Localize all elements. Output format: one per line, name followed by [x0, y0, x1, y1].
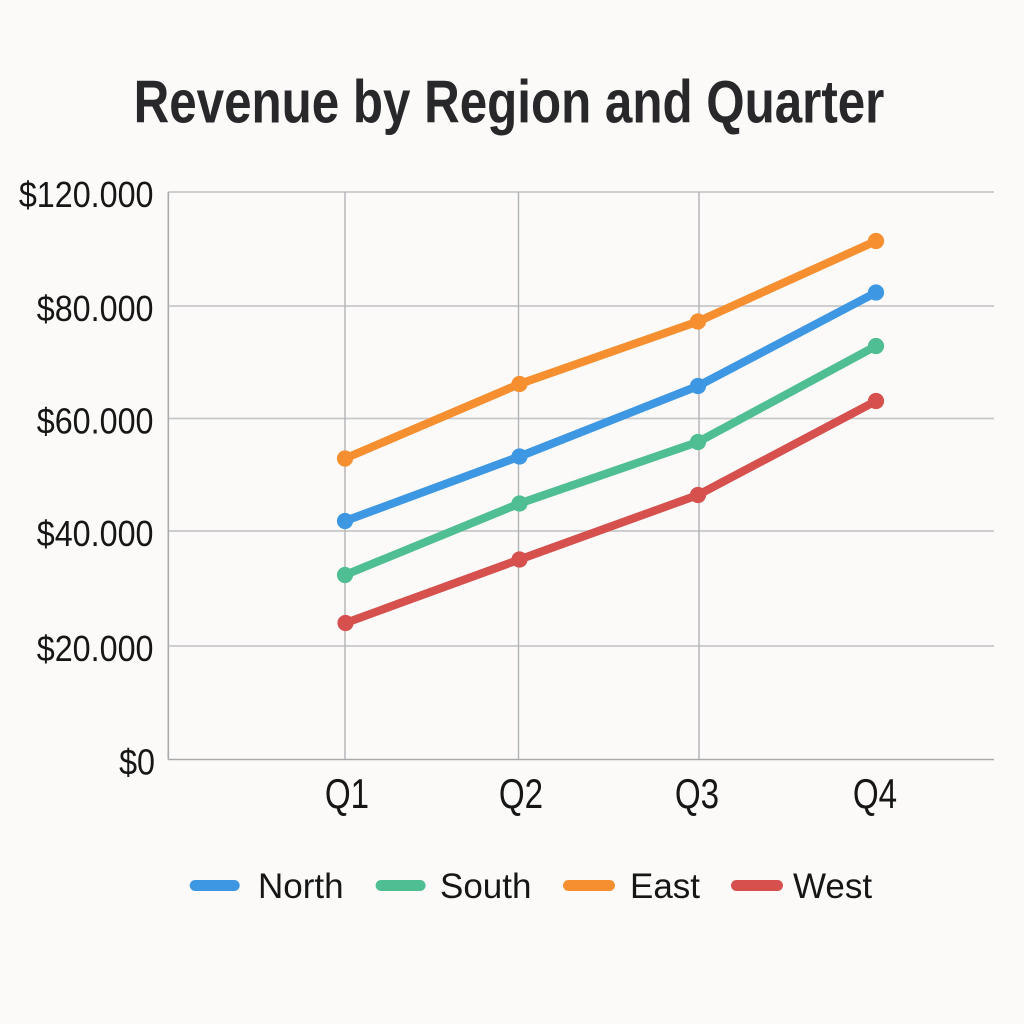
svg-text:Q1: Q1: [325, 771, 369, 818]
svg-text:$120.000: $120.000: [19, 175, 154, 215]
svg-text:Revenue by Region and Quarter: Revenue by Region and Quarter: [134, 68, 885, 136]
svg-text:$20.000: $20.000: [37, 629, 154, 669]
svg-text:East: East: [630, 867, 700, 906]
svg-text:Q3: Q3: [675, 771, 719, 818]
svg-text:$0: $0: [119, 743, 155, 783]
svg-text:Q4: Q4: [853, 771, 897, 818]
svg-text:West: West: [793, 867, 872, 906]
svg-text:$80.000: $80.000: [37, 289, 154, 329]
svg-text:$60.000: $60.000: [37, 402, 154, 442]
svg-text:$40.000: $40.000: [37, 514, 154, 554]
svg-text:North: North: [258, 867, 344, 906]
svg-text:Q2: Q2: [499, 771, 543, 818]
svg-text:South: South: [440, 867, 531, 906]
